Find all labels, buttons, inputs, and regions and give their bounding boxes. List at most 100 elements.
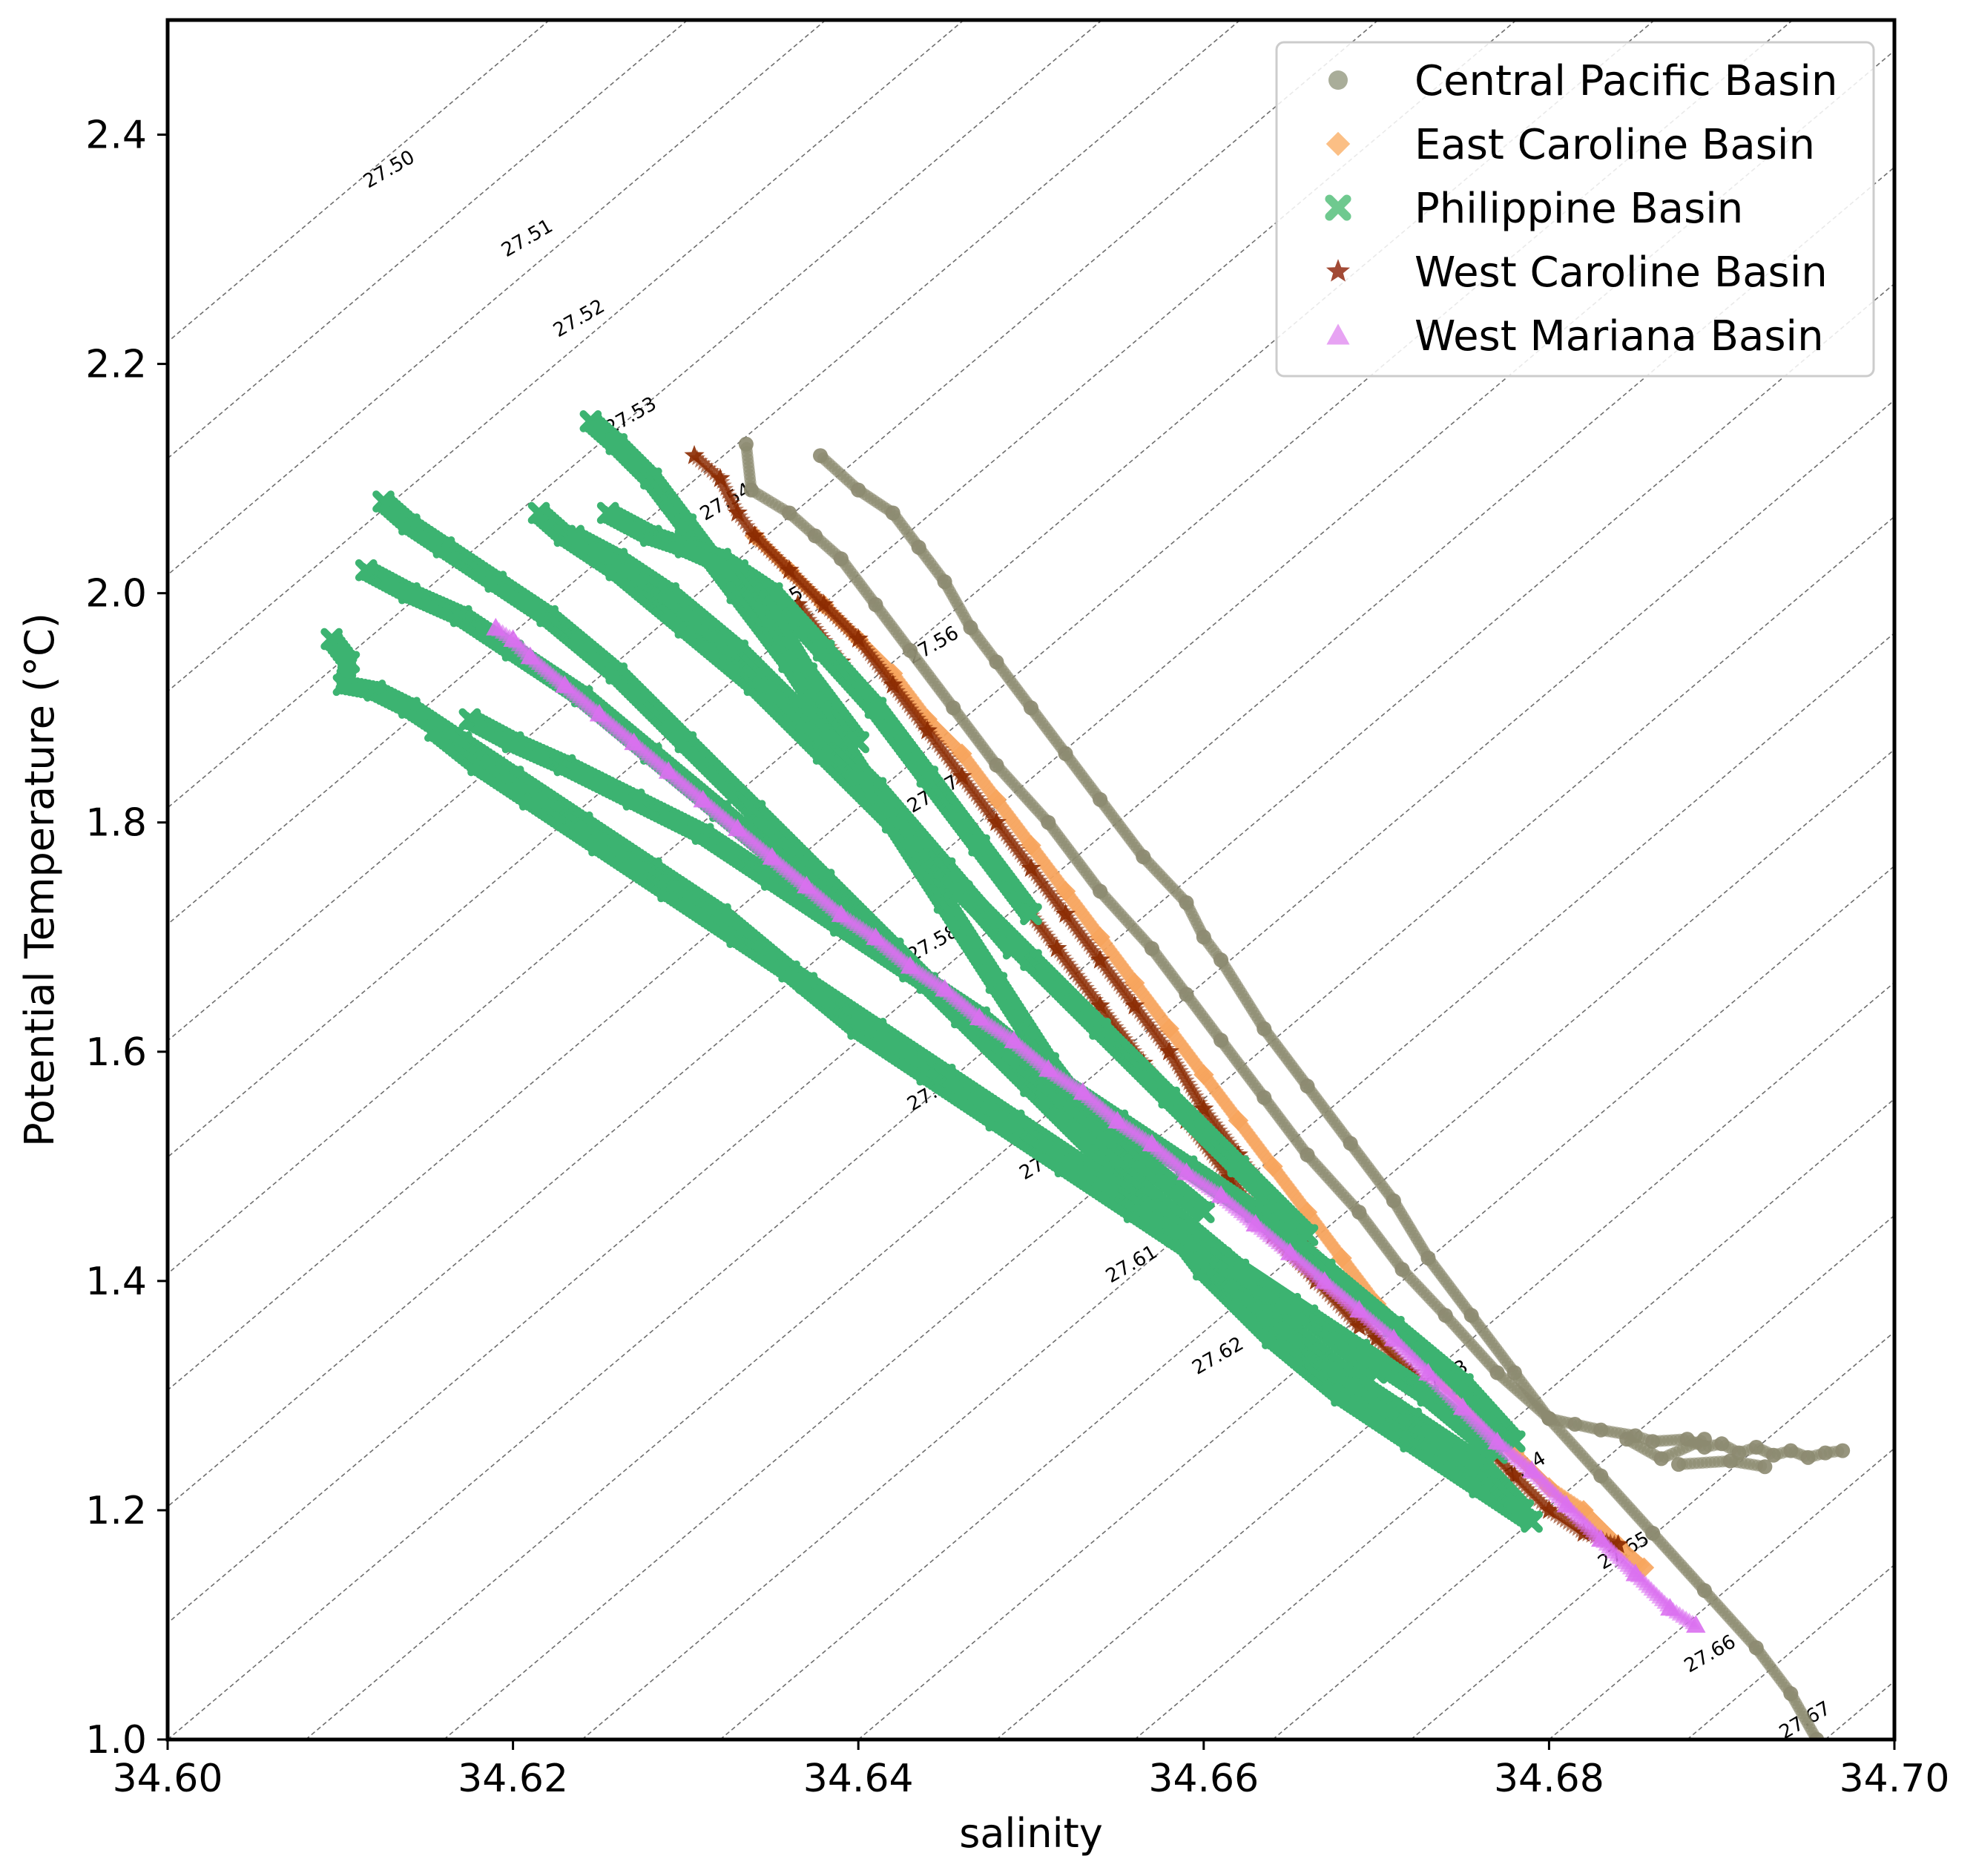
- data-point: [831, 611, 849, 628]
- data-point: [1021, 858, 1041, 878]
- data-point: [1078, 932, 1095, 949]
- data-point: [1103, 967, 1120, 983]
- data-point: [1373, 1334, 1390, 1351]
- data-point: [1068, 921, 1086, 937]
- data-point: [1112, 978, 1130, 995]
- data-point: [744, 525, 765, 544]
- data-point: [1182, 1078, 1199, 1094]
- data-point: [917, 720, 938, 740]
- data-point: [1345, 1312, 1363, 1329]
- isopycnal-line: [168, 50, 1894, 1508]
- data-point: [691, 452, 708, 468]
- data-point: [760, 540, 777, 556]
- data-point: [942, 752, 959, 768]
- data-point: [1223, 1172, 1240, 1188]
- data-point: [1174, 1065, 1191, 1082]
- data-point: [1122, 991, 1139, 1007]
- data-point: [800, 580, 817, 596]
- data-point: [928, 734, 945, 751]
- data-point: [1009, 841, 1026, 858]
- data-point: [1389, 1350, 1406, 1367]
- data-point: [912, 713, 929, 729]
- data-point: [1103, 1012, 1120, 1028]
- data-point: [952, 766, 972, 786]
- data-point: [796, 605, 814, 621]
- data-point: [844, 625, 862, 641]
- data-point: [1145, 1021, 1162, 1038]
- data-point: [1392, 1353, 1409, 1369]
- data-point: [976, 798, 994, 814]
- data-point: [1047, 938, 1067, 958]
- data-point: [1050, 896, 1067, 912]
- data-point: [938, 746, 955, 763]
- data-point: [877, 667, 895, 683]
- data-point: [974, 795, 991, 812]
- data-point: [905, 703, 922, 720]
- data-point: [1087, 945, 1104, 961]
- data-point: [1348, 1316, 1369, 1336]
- data-point: [839, 619, 857, 636]
- data-point: [762, 543, 780, 559]
- data-point: [1511, 1472, 1529, 1489]
- data-point: [981, 804, 998, 820]
- data-point: [1165, 1049, 1182, 1065]
- data-point: [775, 556, 793, 573]
- data-point: [923, 728, 941, 744]
- data-point: [794, 602, 811, 618]
- data-point: [1116, 1030, 1133, 1047]
- data-point: [1133, 1006, 1150, 1022]
- data-point: [1044, 933, 1061, 950]
- data-point: [779, 559, 800, 579]
- data-point: [1211, 1122, 1228, 1138]
- data-series: [320, 410, 1851, 1740]
- isopycnal-line: [168, 166, 1894, 1625]
- data-point: [703, 462, 720, 478]
- data-point: [725, 497, 742, 513]
- isopycnal-line: [443, 516, 1894, 1740]
- data-point: [731, 507, 748, 524]
- data-point: [1363, 1323, 1380, 1340]
- data-point: [1099, 960, 1116, 977]
- data-point: [1495, 1456, 1512, 1472]
- data-point: [1504, 1465, 1525, 1485]
- data-point: [818, 598, 835, 615]
- data-point: [1835, 1443, 1851, 1458]
- data-point: [1386, 1348, 1403, 1364]
- data-point: [1107, 972, 1124, 989]
- series-west-mariana-basin: [486, 617, 1706, 1633]
- data-point: [1073, 927, 1090, 943]
- data-point: [1517, 1478, 1534, 1494]
- data-point: [842, 622, 859, 639]
- data-point: [889, 682, 906, 699]
- data-point: [1045, 890, 1063, 906]
- data-point: [1378, 1340, 1396, 1356]
- data-point: [1156, 1036, 1173, 1053]
- isopycnal-line: [1410, 1331, 1894, 1740]
- data-point: [1130, 1003, 1148, 1019]
- data-point: [963, 780, 980, 796]
- data-point: [1059, 908, 1076, 924]
- data-point: [1110, 1021, 1127, 1037]
- data-point: [1060, 955, 1077, 971]
- data-point: [967, 786, 984, 803]
- isopycnal-line: [1272, 1214, 1894, 1740]
- data-point: [997, 826, 1014, 842]
- data-point: [978, 801, 996, 817]
- data-point: [1383, 1345, 1401, 1361]
- data-point: [786, 567, 803, 583]
- data-point: [807, 588, 825, 604]
- data-point: [1024, 862, 1042, 879]
- data-point: [1041, 930, 1058, 947]
- data-point: [1348, 1315, 1365, 1332]
- data-point: [1607, 1533, 1629, 1553]
- data-point: [1361, 1320, 1378, 1337]
- data-point: [1107, 1018, 1124, 1034]
- data-point: [852, 633, 869, 650]
- data-point: [857, 639, 874, 656]
- data-point: [834, 614, 851, 631]
- data-point: [903, 700, 920, 717]
- data-point: [1101, 1009, 1118, 1025]
- data-point: [788, 593, 808, 613]
- data-point: [814, 593, 834, 613]
- data-point: [1501, 1461, 1518, 1478]
